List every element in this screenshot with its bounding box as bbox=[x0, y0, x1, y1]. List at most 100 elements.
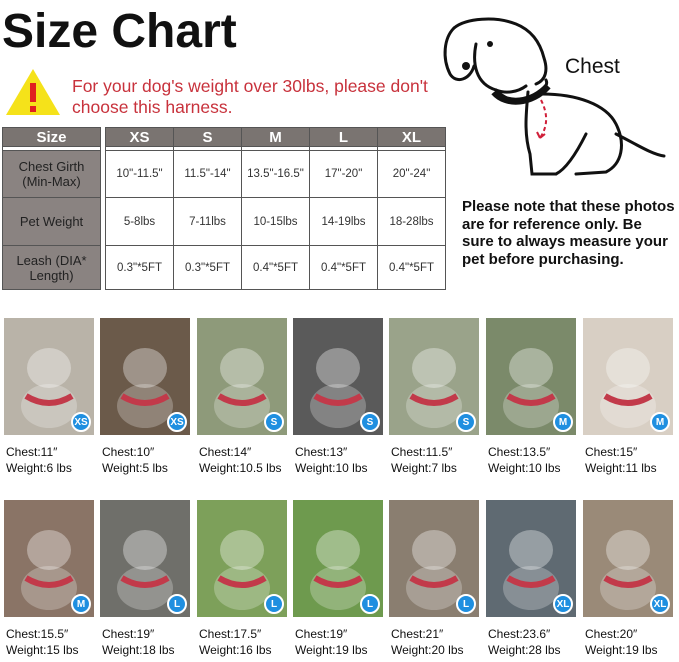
warning-text: For your dog's weight over 30lbs, please… bbox=[72, 76, 428, 117]
weight-measure: Weight:7 lbs bbox=[391, 461, 457, 475]
dog-photo: S bbox=[197, 318, 287, 435]
photo-caption: Chest:15″ Weight:11 lbs bbox=[585, 444, 679, 476]
photo-caption: Chest:21″ Weight:20 lbs bbox=[391, 626, 487, 658]
dog-photo: S bbox=[389, 318, 479, 435]
size-badge: XS bbox=[167, 412, 187, 432]
size-col: M bbox=[241, 127, 310, 147]
size-header: Size bbox=[2, 127, 101, 147]
size-badge: L bbox=[264, 594, 284, 614]
photo-caption: Chest:19″ Weight:19 lbs bbox=[295, 626, 391, 658]
dog-silhouette-icon bbox=[600, 348, 656, 428]
dog-silhouette-icon bbox=[600, 530, 656, 610]
dog-silhouette-icon bbox=[117, 530, 173, 610]
chest-measure: Chest:23.6″ bbox=[488, 627, 551, 641]
page-title: Size Chart bbox=[2, 5, 237, 58]
photo-caption: Chest:11.5″ Weight:7 lbs bbox=[391, 444, 487, 476]
dog-photo: XS bbox=[100, 318, 190, 435]
chest-measure: Chest:11.5″ bbox=[391, 445, 453, 459]
dog-photo: XL bbox=[486, 500, 576, 617]
dog-photo: XL bbox=[583, 500, 673, 617]
size-badge: M bbox=[71, 594, 91, 614]
size-badge: XL bbox=[553, 594, 573, 614]
warning-triangle-icon bbox=[6, 69, 60, 115]
size-badge: S bbox=[456, 412, 476, 432]
size-col: S bbox=[173, 127, 242, 147]
chest-measure: Chest:15.5″ bbox=[6, 627, 69, 641]
table-row: Chest Girth (Min-Max) 10"-11.5" 11.5"-14"… bbox=[2, 150, 446, 198]
dog-silhouette-icon bbox=[503, 530, 559, 610]
size-badge: XL bbox=[650, 594, 670, 614]
weight-measure: Weight:19 lbs bbox=[295, 643, 368, 657]
photo-caption: Chest:20″ Weight:19 lbs bbox=[585, 626, 679, 658]
dog-silhouette-icon bbox=[503, 348, 559, 428]
dog-silhouette-icon bbox=[310, 348, 366, 428]
weight-measure: Weight:11 lbs bbox=[585, 461, 657, 475]
weight-measure: Weight:20 lbs bbox=[391, 643, 464, 657]
dog-photo: L bbox=[293, 500, 383, 617]
photo-caption: Chest:23.6″ Weight:28 lbs bbox=[488, 626, 584, 658]
size-table: Size XS S M L XL Chest Girth (Min-Max) 10"-1… bbox=[2, 127, 446, 290]
photo-caption: Chest:10″ Weight:5 lbs bbox=[102, 444, 198, 476]
chest-label: Chest bbox=[565, 55, 620, 78]
dog-photo: L bbox=[389, 500, 479, 617]
dog-silhouette-icon bbox=[214, 348, 270, 428]
size-badge: L bbox=[456, 594, 476, 614]
dog-outline-illustration bbox=[443, 17, 666, 176]
weight-measure: Weight:16 lbs bbox=[199, 643, 272, 657]
size-col: XS bbox=[105, 127, 174, 147]
photo-caption: Chest:11″ Weight:6 lbs bbox=[6, 444, 102, 476]
chest-measure: Chest:19″ bbox=[295, 627, 348, 641]
photo-caption: Chest:13″ Weight:10 lbs bbox=[295, 444, 391, 476]
photo-caption: Chest:13.5″ Weight:10 lbs bbox=[488, 444, 584, 476]
dog-silhouette-icon bbox=[310, 530, 366, 610]
dog-silhouette-icon bbox=[406, 530, 462, 610]
photo-caption: Chest:14″ Weight:10.5 lbs bbox=[199, 444, 295, 476]
weight-measure: Weight:10 lbs bbox=[295, 461, 368, 475]
chest-measure: Chest:13″ bbox=[295, 445, 348, 459]
dog-photo: M bbox=[4, 500, 94, 617]
chest-measure: Chest:17.5″ bbox=[199, 627, 262, 641]
dog-photo: XS bbox=[4, 318, 94, 435]
weight-measure: Weight:19 lbs bbox=[585, 643, 658, 657]
dog-silhouette-icon bbox=[21, 348, 77, 428]
table-row: Pet Weight 5-8lbs 7-11lbs 10-15lbs 14-19lbs… bbox=[2, 197, 446, 246]
weight-measure: Weight:15 lbs bbox=[6, 643, 79, 657]
dog-silhouette-icon bbox=[406, 348, 462, 428]
photo-caption: Chest:15.5″ Weight:15 lbs bbox=[6, 626, 102, 658]
weight-measure: Weight:6 lbs bbox=[6, 461, 72, 475]
weight-measure: Weight:18 lbs bbox=[102, 643, 175, 657]
size-badge: M bbox=[553, 412, 573, 432]
dog-silhouette-icon bbox=[117, 348, 173, 428]
size-badge: S bbox=[264, 412, 284, 432]
size-col: L bbox=[309, 127, 378, 147]
photo-caption: Chest:19″ Weight:18 lbs bbox=[102, 626, 198, 658]
photo-caption: Chest:17.5″ Weight:16 lbs bbox=[199, 626, 295, 658]
size-col: XL bbox=[377, 127, 446, 147]
chest-measure: Chest:21″ bbox=[391, 627, 444, 641]
size-badge: XS bbox=[71, 412, 91, 432]
weight-measure: Weight:10.5 lbs bbox=[199, 461, 282, 475]
chest-measure: Chest:10″ bbox=[102, 445, 155, 459]
weight-measure: Weight:10 lbs bbox=[488, 461, 561, 475]
table-row: Leash (DIA* Length) 0.3"*5FT 0.3"*5FT 0.4"… bbox=[2, 245, 446, 290]
size-badge: L bbox=[360, 594, 380, 614]
dog-photo: L bbox=[197, 500, 287, 617]
chest-measure: Chest:19″ bbox=[102, 627, 155, 641]
dog-silhouette-icon bbox=[214, 530, 270, 610]
dog-photo: S bbox=[293, 318, 383, 435]
size-badge: M bbox=[650, 412, 670, 432]
size-badge: L bbox=[167, 594, 187, 614]
dog-photo: M bbox=[486, 318, 576, 435]
weight-measure: Weight:28 lbs bbox=[488, 643, 561, 657]
dog-photo: M bbox=[583, 318, 673, 435]
dog-photo: L bbox=[100, 500, 190, 617]
chest-measure: Chest:20″ bbox=[585, 627, 638, 641]
chest-measure: Chest:15″ bbox=[585, 445, 638, 459]
reference-note: Please note that these photos are for re… bbox=[462, 198, 675, 268]
chest-measure: Chest:11″ bbox=[6, 445, 58, 459]
weight-measure: Weight:5 lbs bbox=[102, 461, 168, 475]
size-badge: S bbox=[360, 412, 380, 432]
chest-measure: Chest:14″ bbox=[199, 445, 252, 459]
dog-silhouette-icon bbox=[21, 530, 77, 610]
chest-measure: Chest:13.5″ bbox=[488, 445, 551, 459]
